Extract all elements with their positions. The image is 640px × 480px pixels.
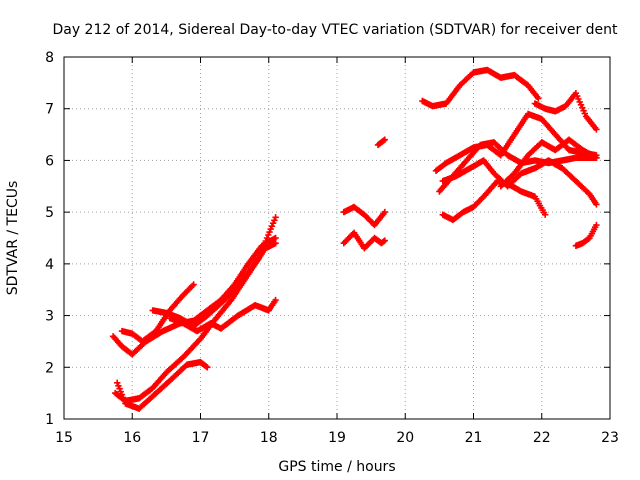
data-point — [204, 364, 211, 371]
data-point — [260, 243, 267, 251]
data-point — [263, 234, 271, 242]
x-tick-label: 18 — [260, 430, 278, 446]
x-tick-label: 20 — [396, 430, 414, 446]
data-point — [579, 104, 586, 111]
data-point — [272, 214, 279, 221]
series-track-a — [109, 234, 279, 358]
data-point — [118, 391, 126, 398]
y-tick-label: 2 — [45, 360, 54, 376]
y-tick-label: 3 — [45, 309, 54, 325]
data-point — [381, 237, 388, 244]
y-tick-label: 7 — [45, 102, 54, 118]
data-point — [380, 137, 387, 144]
data-point — [203, 363, 210, 370]
x-tick-label: 17 — [192, 430, 210, 446]
y-tick-label: 1 — [45, 412, 54, 428]
x-tick-label: 19 — [328, 430, 346, 446]
x-tick-label: 21 — [465, 430, 483, 446]
x-tick-label: 22 — [533, 430, 551, 446]
y-tick-label: 4 — [45, 257, 54, 273]
y-tick-label: 6 — [45, 153, 54, 169]
data-point — [272, 240, 279, 247]
x-tick-label: 15 — [55, 430, 73, 446]
data-marks — [109, 66, 600, 412]
data-point — [593, 154, 600, 161]
x-tick-label: 23 — [601, 430, 619, 446]
series-track-k — [531, 90, 600, 133]
data-point — [190, 281, 197, 288]
data-point — [262, 237, 269, 245]
data-point — [271, 217, 278, 224]
data-point — [381, 208, 388, 216]
series-track-f — [166, 296, 279, 335]
data-point — [593, 126, 600, 133]
data-point — [257, 249, 265, 256]
series-track-g — [340, 203, 388, 229]
data-point — [381, 136, 388, 143]
y-axis-label: SDTVAR / TECUs — [5, 181, 21, 296]
series-track-n — [439, 157, 600, 208]
data-point — [542, 211, 549, 218]
series-track-d — [118, 281, 197, 345]
series-track-p — [497, 136, 600, 190]
series-track-e — [149, 214, 279, 330]
series-track-q — [572, 221, 600, 249]
data-point — [116, 385, 123, 392]
series-track-j — [419, 66, 542, 110]
data-point — [272, 296, 279, 304]
series-track-i — [374, 136, 388, 149]
data-point — [268, 223, 276, 230]
data-point — [114, 379, 121, 386]
y-tick-label: 5 — [45, 205, 54, 221]
data-point — [121, 397, 128, 404]
x-axis-label: GPS time / hours — [278, 459, 395, 475]
data-point — [266, 228, 273, 236]
series-track-h — [340, 229, 388, 252]
series-track-c — [114, 358, 211, 412]
x-tick-label: 16 — [123, 430, 141, 446]
grid — [64, 57, 610, 419]
series-track-o — [439, 177, 549, 224]
data-point — [535, 95, 542, 102]
data-point — [189, 282, 196, 289]
chart-title: Day 212 of 2014, Sidereal Day-to-day VTE… — [52, 22, 618, 38]
y-tick-label: 8 — [45, 50, 54, 66]
data-point — [593, 201, 600, 208]
data-point — [255, 255, 262, 262]
data-point — [593, 221, 600, 229]
